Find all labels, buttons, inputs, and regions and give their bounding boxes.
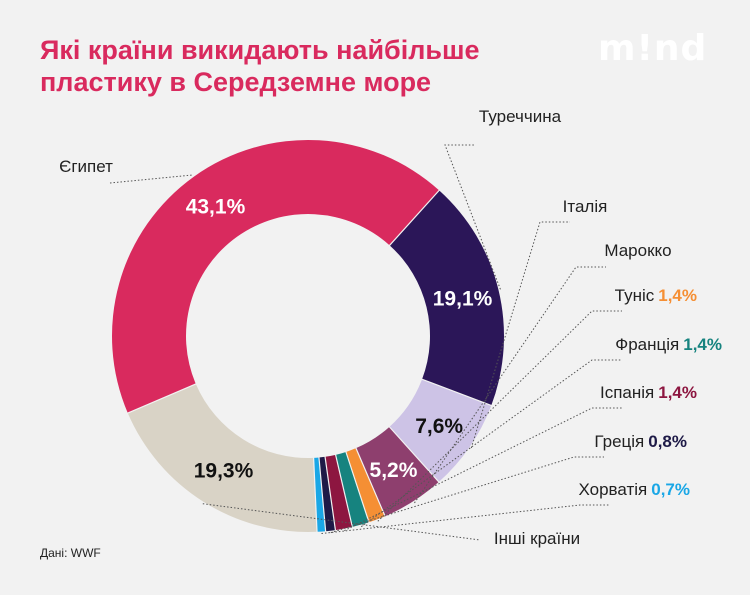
value-label-інші-країни: 19,3% (194, 460, 254, 483)
slice-separator (388, 189, 441, 247)
leader-line-марокко (414, 266, 606, 504)
leader-line-греція (330, 456, 604, 534)
slice-separator (355, 447, 387, 518)
value-label-хорватія: 0,7% (651, 480, 690, 499)
country-label-франція: Франція 1,4% (615, 335, 722, 354)
slice-італія (389, 379, 492, 482)
country-label-єгипет: Єгипет (59, 157, 113, 176)
value-label-іспанія: 1,4% (658, 383, 697, 402)
leader-line-іспанія (344, 407, 622, 532)
leader-line-інші-країни (202, 503, 481, 541)
country-label-хорватія: Хорватія 0,7% (579, 480, 691, 499)
slice-греція (318, 456, 336, 532)
country-label-іспанія: Іспанія 1,4% (600, 383, 697, 402)
slice-іспанія (325, 454, 353, 531)
country-label-туніс: Туніс 1,4% (615, 286, 697, 305)
leader-line-хорватія (321, 504, 610, 535)
value-label-туніс: 1,4% (658, 286, 697, 305)
value-label-франція: 1,4% (683, 335, 722, 354)
source-note: Дані: WWF (40, 546, 101, 560)
value-label-італія: 7,6% (415, 415, 463, 438)
chart-title: Які країни викидають найбільше пластику … (40, 35, 480, 97)
value-label-греція: 0,8% (648, 432, 687, 451)
value-label-єгипет: 43,1% (186, 196, 246, 219)
slice-separator (324, 455, 337, 532)
country-label-марокко: Марокко (604, 241, 671, 260)
slice-туреччина (389, 190, 504, 406)
leader-line-туреччина (444, 144, 501, 290)
slice-separator (345, 450, 370, 524)
slice-франція (335, 451, 369, 527)
country-label-італія: Італія (563, 197, 608, 216)
slice-інші-країни (127, 383, 318, 532)
slice-єгипет (112, 140, 440, 414)
leader-line-єгипет (109, 174, 193, 184)
value-label-туреччина: 19,1% (433, 288, 493, 311)
leader-line-франція (360, 359, 622, 528)
slice-separator (420, 378, 493, 407)
value-label-марокко: 5,2% (370, 459, 418, 482)
slice-марокко (355, 426, 439, 517)
slice-separator (126, 383, 197, 415)
slice-separator (312, 456, 318, 533)
slice-separator (388, 425, 440, 484)
slice-separator (334, 453, 354, 529)
country-label-греція: Греція 0,8% (594, 432, 687, 451)
country-label-інші-країни: Інші країни (494, 529, 580, 548)
country-label-туреччина: Туреччина (479, 107, 562, 126)
leader-line-італія (470, 221, 570, 449)
mind-logo: m!nd (598, 28, 708, 69)
slice-туніс (345, 448, 386, 523)
